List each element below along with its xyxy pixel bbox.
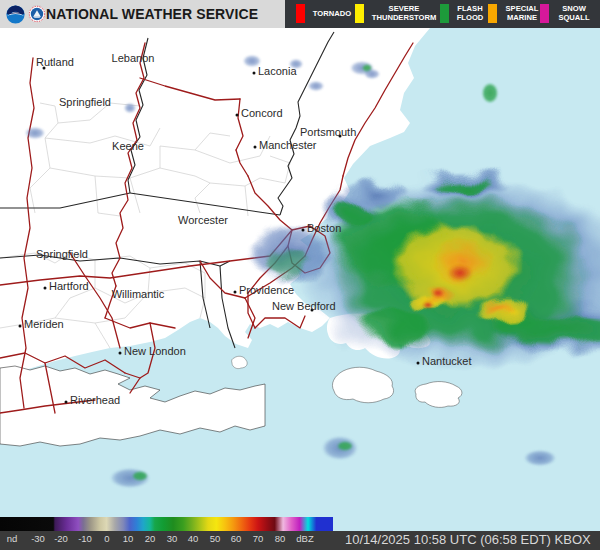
svg-text:NOAA: NOAA [12, 10, 19, 12]
